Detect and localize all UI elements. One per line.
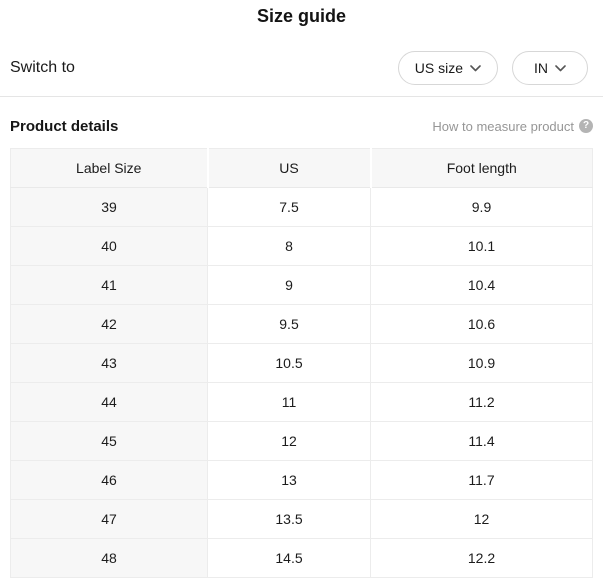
size-table: Label Size US Foot length 39 7.5 9.9 40 …: [10, 148, 593, 578]
unit-dropdown-label: IN: [534, 60, 548, 76]
us-size-cell: 9.5: [207, 304, 371, 344]
us-size-cell: 10.5: [207, 343, 371, 383]
unit-dropdown[interactable]: IN: [512, 51, 588, 85]
foot-length-cell: 11.2: [370, 382, 593, 422]
product-details-heading: Product details: [10, 117, 119, 135]
size-table-header-row: Label Size US Foot length: [10, 148, 593, 188]
column-header-us: US: [206, 148, 371, 188]
label-size-cell: 48: [10, 538, 208, 578]
column-header-label-size: Label Size: [10, 148, 208, 188]
page-title: Size guide: [256, 6, 346, 26]
switch-to-label: Switch to: [10, 59, 75, 76]
label-size-cell: 40: [10, 226, 208, 266]
how-to-measure-label: How to measure product: [432, 118, 574, 134]
table-row: 46 13 11.7: [10, 460, 593, 500]
foot-length-cell: 12: [370, 499, 593, 539]
table-row: 41 9 10.4: [10, 265, 593, 305]
us-size-cell: 13: [207, 460, 371, 500]
us-size-cell: 12: [207, 421, 371, 461]
label-size-cell: 44: [10, 382, 208, 422]
foot-length-cell: 9.9: [370, 187, 593, 227]
size-system-dropdown[interactable]: US size: [397, 51, 498, 85]
us-size-cell: 9: [207, 265, 371, 305]
us-size-cell: 7.5: [207, 187, 371, 227]
foot-length-cell: 11.7: [370, 460, 593, 500]
us-size-cell: 14.5: [207, 538, 371, 578]
us-size-cell: 8: [207, 226, 371, 266]
size-system-dropdown-label: US size: [414, 60, 463, 76]
table-row: 47 13.5 12: [10, 499, 593, 539]
label-size-cell: 45: [10, 421, 208, 461]
pill-group: US size IN: [397, 51, 588, 85]
label-size-cell: 46: [10, 460, 208, 500]
foot-length-cell: 10.6: [370, 304, 593, 344]
us-size-cell: 13.5: [207, 499, 371, 539]
foot-length-cell: 10.4: [370, 265, 593, 305]
table-row: 42 9.5 10.6: [10, 304, 593, 344]
table-row: 44 11 11.2: [10, 382, 593, 422]
table-row: 48 14.5 12.2: [10, 538, 593, 578]
unit-switch-row: Switch to US size IN: [0, 51, 603, 85]
label-size-cell: 41: [10, 265, 208, 305]
label-size-cell: 47: [10, 499, 208, 539]
foot-length-cell: 11.4: [370, 421, 593, 461]
label-size-cell: 39: [10, 187, 208, 227]
label-size-cell: 42: [10, 304, 208, 344]
chevron-down-icon: [555, 65, 566, 72]
table-row: 43 10.5 10.9: [10, 343, 593, 383]
table-row: 39 7.5 9.9: [10, 187, 593, 227]
how-to-measure-link[interactable]: How to measure product ?: [432, 119, 593, 134]
foot-length-cell: 10.9: [370, 343, 593, 383]
foot-length-cell: 12.2: [370, 538, 593, 578]
table-row: 45 12 11.4: [10, 421, 593, 461]
question-mark-circle-icon: ?: [579, 119, 593, 133]
table-row: 40 8 10.1: [10, 226, 593, 266]
product-details-row: Product details How to measure product ?: [0, 117, 603, 135]
us-size-cell: 11: [207, 382, 371, 422]
column-header-foot-length: Foot length: [369, 148, 593, 188]
foot-length-cell: 10.1: [370, 226, 593, 266]
label-size-cell: 43: [10, 343, 208, 383]
section-divider: [0, 96, 603, 97]
chevron-down-icon: [470, 65, 481, 72]
